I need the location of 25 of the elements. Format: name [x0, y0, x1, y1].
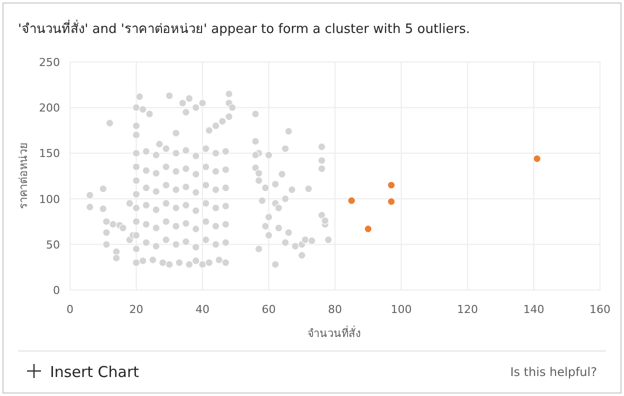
x-tick-label: 120 [457, 303, 478, 316]
point [364, 224, 372, 233]
text: Is this helpful? [510, 365, 597, 379]
x-axis-title: จำนวนที่สั่ง [308, 325, 360, 340]
y-tick-label: 250 [39, 56, 60, 69]
x-tick-label: 100 [390, 303, 412, 316]
text: Insert Chart [50, 363, 140, 381]
y-tick-label: 100 [39, 192, 60, 206]
x-tick-label: 140 [523, 303, 544, 316]
x-tick-label: 80 [328, 303, 342, 316]
chart-title: 'จำนวนที่สั่ง' and 'ราคาต่อหน่วย' appear to form a cluster with 5 outliers. [18, 20, 470, 37]
point [387, 198, 396, 206]
x-tick-label: 40 [196, 303, 210, 316]
x-tick-label: 60 [262, 303, 276, 316]
y-tick-label: 0 [53, 284, 60, 297]
x-tick-label: 0 [66, 303, 74, 316]
y-axis-title: ราคาต่อหน่วย [17, 143, 30, 209]
point [348, 196, 356, 205]
y-tick-label: 50 [46, 238, 60, 252]
point [533, 154, 541, 163]
point [387, 181, 396, 190]
y-tick-label: 200 [39, 102, 60, 115]
x-tick-label: 20 [129, 303, 144, 316]
x-tick-label: 160 [590, 303, 610, 316]
y-tick-label: 150 [39, 147, 60, 160]
